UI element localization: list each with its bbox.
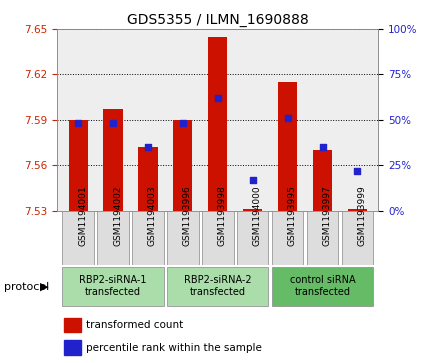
Bar bbox=[173, 120, 192, 211]
Text: GSM1193996: GSM1193996 bbox=[183, 185, 192, 246]
Point bbox=[284, 115, 291, 121]
FancyBboxPatch shape bbox=[237, 211, 268, 265]
Point bbox=[249, 177, 256, 183]
Bar bbox=[69, 120, 88, 211]
FancyBboxPatch shape bbox=[97, 211, 129, 265]
Text: control siRNA
transfected: control siRNA transfected bbox=[290, 275, 356, 297]
FancyBboxPatch shape bbox=[307, 211, 338, 265]
Bar bbox=[348, 209, 367, 211]
FancyBboxPatch shape bbox=[167, 211, 198, 265]
Bar bbox=[64, 340, 81, 355]
FancyBboxPatch shape bbox=[202, 211, 234, 265]
Bar bbox=[278, 82, 297, 211]
Point bbox=[75, 121, 82, 126]
Text: protocol: protocol bbox=[4, 282, 50, 292]
Text: GSM1194003: GSM1194003 bbox=[148, 185, 157, 246]
FancyBboxPatch shape bbox=[342, 211, 373, 265]
FancyBboxPatch shape bbox=[272, 211, 303, 265]
FancyBboxPatch shape bbox=[132, 211, 164, 265]
Bar bbox=[208, 37, 227, 211]
Title: GDS5355 / ILMN_1690888: GDS5355 / ILMN_1690888 bbox=[127, 13, 309, 26]
FancyBboxPatch shape bbox=[167, 267, 268, 306]
Text: GSM1193999: GSM1193999 bbox=[357, 185, 367, 246]
Point bbox=[214, 95, 221, 101]
Bar bbox=[64, 318, 81, 332]
FancyBboxPatch shape bbox=[272, 267, 373, 306]
Bar bbox=[103, 109, 123, 211]
Bar bbox=[138, 147, 158, 211]
Point bbox=[144, 144, 151, 150]
Bar bbox=[243, 209, 262, 211]
Text: RBP2-siRNA-1
transfected: RBP2-siRNA-1 transfected bbox=[79, 275, 147, 297]
Point bbox=[319, 144, 326, 150]
Text: GSM1194002: GSM1194002 bbox=[113, 186, 122, 246]
Text: GSM1194001: GSM1194001 bbox=[78, 185, 87, 246]
FancyBboxPatch shape bbox=[62, 267, 164, 306]
Point bbox=[354, 168, 361, 174]
Text: percentile rank within the sample: percentile rank within the sample bbox=[86, 343, 262, 352]
Point bbox=[180, 121, 187, 126]
Text: GSM1194000: GSM1194000 bbox=[253, 185, 262, 246]
Text: transformed count: transformed count bbox=[86, 320, 183, 330]
Bar bbox=[313, 150, 332, 211]
Text: GSM1193995: GSM1193995 bbox=[288, 185, 297, 246]
Text: RBP2-siRNA-2
transfected: RBP2-siRNA-2 transfected bbox=[184, 275, 252, 297]
Text: GSM1193997: GSM1193997 bbox=[323, 185, 331, 246]
Point bbox=[110, 121, 117, 126]
Text: GSM1193998: GSM1193998 bbox=[218, 185, 227, 246]
Text: ▶: ▶ bbox=[40, 282, 48, 292]
FancyBboxPatch shape bbox=[62, 211, 94, 265]
